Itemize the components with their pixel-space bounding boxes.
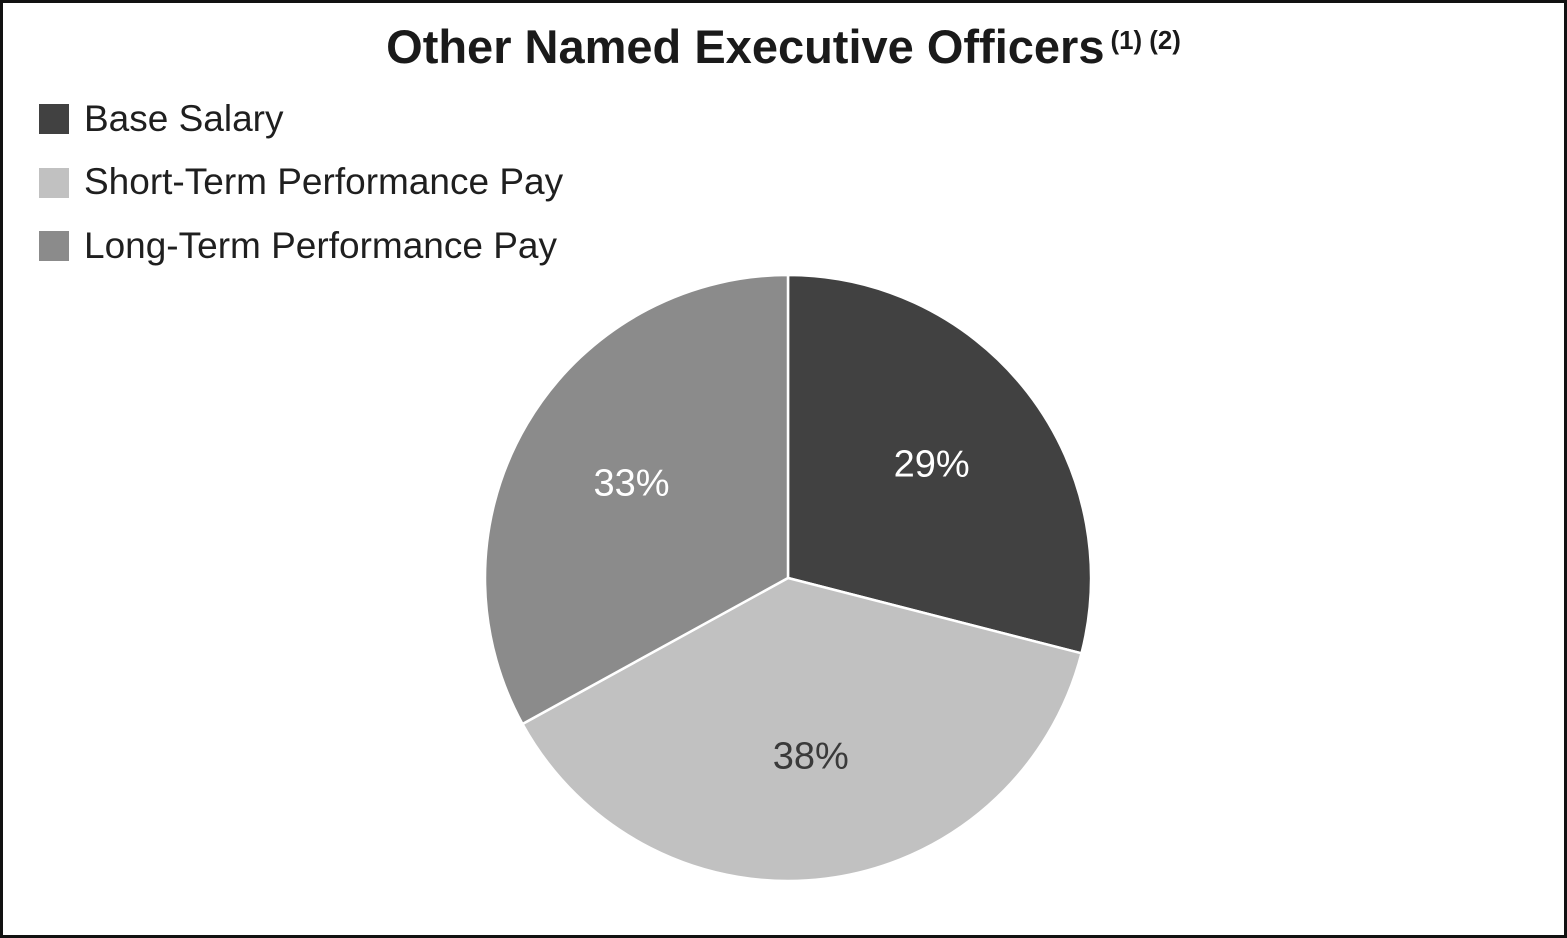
- chart-legend: Base Salary Short-Term Performance Pay L…: [39, 97, 563, 287]
- pie-slice-label-1: 38%: [773, 735, 849, 777]
- legend-item-short-term-performance-pay: Short-Term Performance Pay: [39, 160, 563, 204]
- pie-slice-0: [786, 273, 1093, 655]
- pie-chart-area: 29% 38% 33%: [473, 265, 1103, 895]
- pie-slice-label-0: 29%: [894, 444, 970, 486]
- legend-label-short-term-performance-pay: Short-Term Performance Pay: [84, 161, 564, 203]
- legend-item-long-term-performance-pay: Long-Term Performance Pay: [39, 224, 563, 268]
- pie-chart: 29% 38% 33%: [483, 273, 1093, 883]
- legend-marker-base-salary: [39, 104, 69, 135]
- chart-title-superscript: (1) (2): [1110, 26, 1181, 55]
- legend-item-base-salary: Base Salary: [39, 97, 563, 141]
- pie-slice-label-2: 33%: [593, 463, 669, 505]
- chart-title-text: Other Named Executive Officers: [386, 20, 1105, 73]
- pie-slice-2: [483, 273, 790, 726]
- legend-label-long-term-performance-pay: Long-Term Performance Pay: [84, 224, 557, 266]
- legend-marker-short-term-performance-pay: [39, 167, 69, 198]
- legend-label-base-salary: Base Salary: [84, 98, 284, 139]
- legend-marker-long-term-performance-pay: [39, 230, 69, 261]
- pie-slice-1: [521, 576, 1083, 883]
- chart-title: Other Named Executive Officers (1) (2): [3, 19, 1564, 74]
